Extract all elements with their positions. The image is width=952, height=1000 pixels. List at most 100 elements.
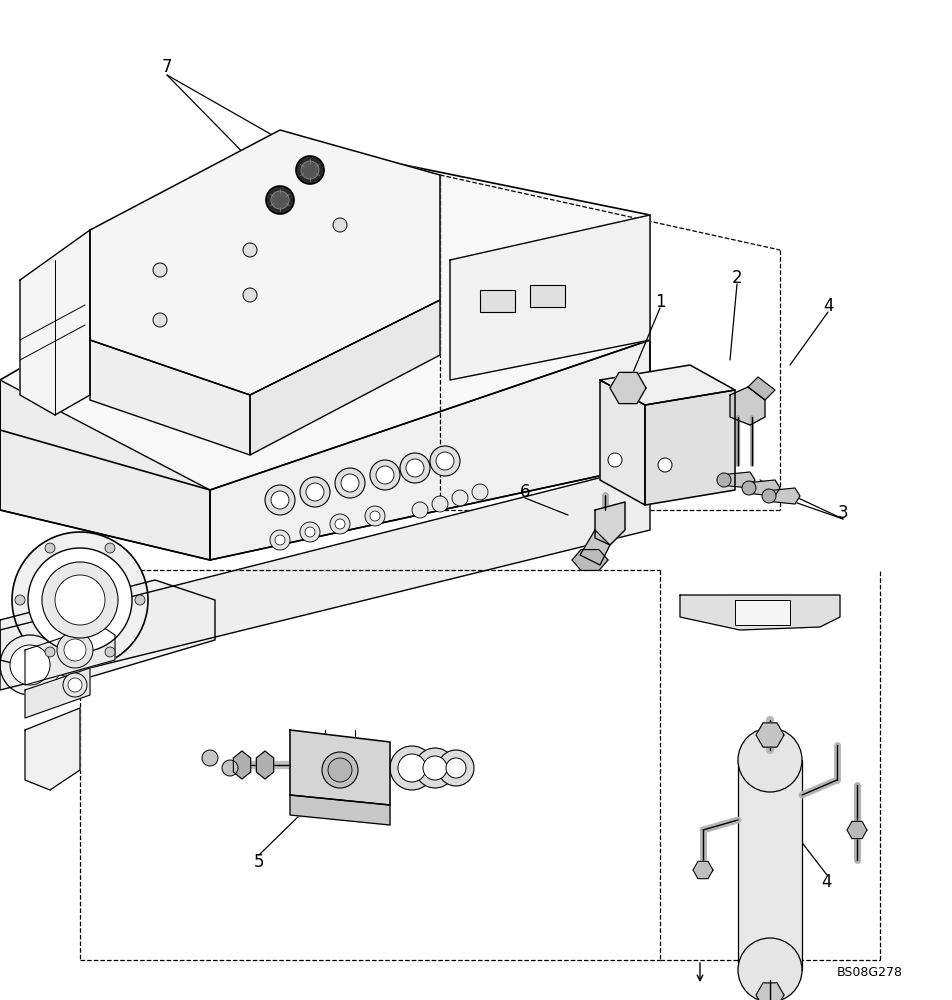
Circle shape [265, 485, 295, 515]
Polygon shape [610, 372, 628, 388]
Polygon shape [25, 625, 115, 685]
Circle shape [742, 481, 756, 495]
Circle shape [275, 535, 285, 545]
Circle shape [370, 460, 400, 490]
Polygon shape [628, 372, 646, 388]
Circle shape [328, 758, 352, 782]
Polygon shape [748, 377, 775, 400]
Circle shape [390, 746, 434, 790]
Polygon shape [0, 380, 210, 560]
Polygon shape [600, 380, 645, 505]
Polygon shape [619, 388, 637, 404]
Circle shape [64, 639, 86, 661]
Circle shape [406, 459, 424, 477]
Circle shape [658, 458, 672, 472]
Text: 5: 5 [254, 853, 265, 871]
Circle shape [301, 161, 319, 179]
Circle shape [296, 156, 324, 184]
Polygon shape [765, 488, 800, 504]
Circle shape [222, 760, 238, 776]
Circle shape [322, 752, 358, 788]
Circle shape [330, 514, 350, 534]
Bar [480, 290, 515, 312]
Circle shape [12, 532, 148, 668]
Polygon shape [450, 215, 650, 380]
Circle shape [333, 218, 347, 232]
Circle shape [423, 756, 447, 780]
Polygon shape [25, 708, 80, 790]
Circle shape [271, 491, 289, 509]
Polygon shape [745, 480, 780, 496]
Circle shape [365, 506, 385, 526]
Circle shape [28, 548, 132, 652]
Polygon shape [90, 340, 250, 455]
Circle shape [15, 595, 25, 605]
Circle shape [271, 191, 289, 209]
Circle shape [335, 468, 365, 498]
Polygon shape [572, 550, 608, 570]
Polygon shape [290, 730, 390, 805]
Circle shape [305, 527, 315, 537]
Circle shape [608, 453, 622, 467]
Polygon shape [610, 388, 628, 404]
Circle shape [243, 243, 257, 257]
Text: 1: 1 [655, 293, 665, 311]
Text: 3: 3 [838, 504, 848, 522]
Polygon shape [720, 472, 755, 488]
Circle shape [398, 754, 426, 782]
Circle shape [105, 543, 115, 553]
Polygon shape [730, 387, 765, 425]
Polygon shape [610, 372, 646, 404]
Circle shape [370, 511, 380, 521]
Polygon shape [25, 668, 90, 718]
Circle shape [10, 645, 50, 685]
Text: 2: 2 [732, 269, 743, 287]
Bar [530, 285, 565, 307]
Circle shape [400, 453, 430, 483]
Polygon shape [20, 230, 90, 415]
Polygon shape [256, 751, 273, 779]
Circle shape [270, 530, 290, 550]
Circle shape [0, 635, 60, 695]
Circle shape [105, 647, 115, 657]
Circle shape [45, 543, 55, 553]
Circle shape [63, 673, 87, 697]
Circle shape [335, 519, 345, 529]
Text: 7: 7 [162, 58, 172, 76]
Polygon shape [0, 160, 650, 490]
Circle shape [300, 522, 320, 542]
Circle shape [300, 477, 330, 507]
Circle shape [45, 647, 55, 657]
Polygon shape [580, 530, 610, 565]
Circle shape [717, 473, 731, 487]
Text: 4: 4 [823, 297, 833, 315]
Polygon shape [645, 390, 735, 505]
Circle shape [430, 446, 460, 476]
Polygon shape [250, 300, 440, 455]
Text: BS08G278: BS08G278 [837, 966, 903, 978]
Bar [738, 760, 802, 970]
Circle shape [762, 489, 776, 503]
Polygon shape [595, 502, 625, 545]
Circle shape [376, 466, 394, 484]
Circle shape [436, 452, 454, 470]
Polygon shape [233, 751, 250, 779]
Circle shape [243, 288, 257, 302]
Polygon shape [735, 600, 790, 625]
Circle shape [446, 758, 466, 778]
Circle shape [202, 750, 218, 766]
Circle shape [266, 186, 294, 214]
Polygon shape [628, 388, 646, 404]
Polygon shape [600, 365, 735, 405]
Polygon shape [0, 580, 215, 680]
Circle shape [135, 595, 145, 605]
Circle shape [415, 748, 455, 788]
Circle shape [306, 483, 324, 501]
Circle shape [55, 575, 105, 625]
Circle shape [432, 496, 448, 512]
Circle shape [412, 502, 428, 518]
Text: 6: 6 [520, 483, 530, 501]
Polygon shape [90, 130, 440, 395]
Polygon shape [619, 372, 637, 388]
Text: 4: 4 [822, 873, 832, 891]
